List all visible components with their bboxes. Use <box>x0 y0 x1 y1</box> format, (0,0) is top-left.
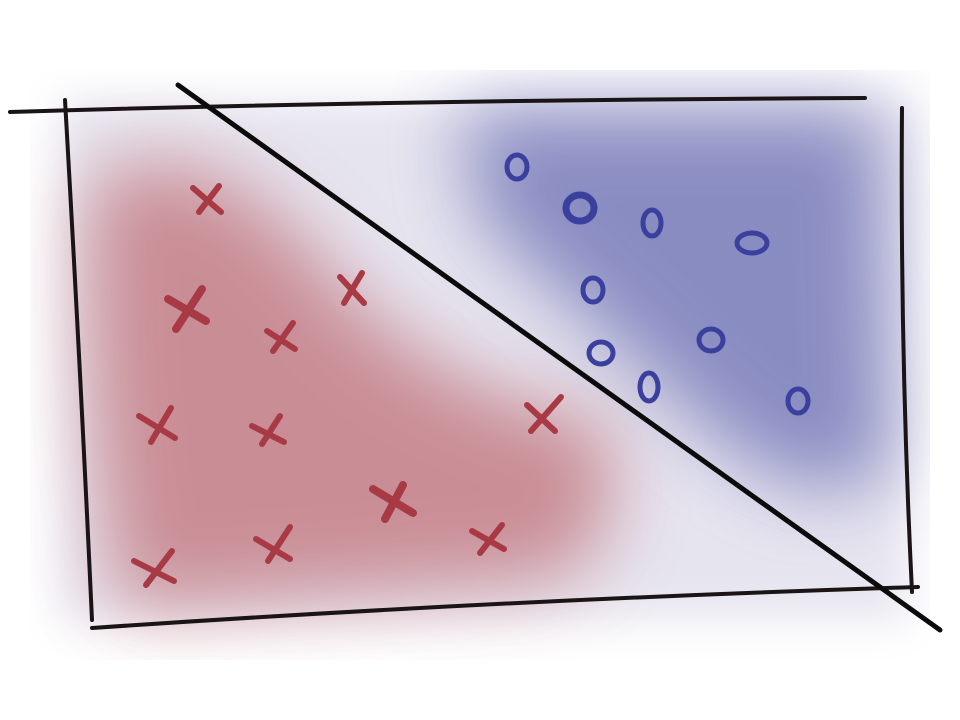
frame-left <box>63 98 94 622</box>
x-mark <box>524 394 564 434</box>
x-marks <box>131 183 564 588</box>
red-region <box>88 162 614 610</box>
x-mark <box>369 481 417 523</box>
x-mark <box>249 413 287 447</box>
x-mark <box>131 548 177 588</box>
o-mark <box>562 191 598 225</box>
o-mark <box>640 207 664 239</box>
frame <box>8 96 920 630</box>
frame-top <box>8 96 867 114</box>
x-mark <box>337 270 367 306</box>
frame-right <box>899 106 914 594</box>
o-mark <box>696 326 726 354</box>
o-mark <box>785 386 811 416</box>
o-mark <box>504 152 530 182</box>
x-mark <box>469 522 507 556</box>
x-mark <box>136 405 178 445</box>
x-mark <box>253 524 293 564</box>
frame-bottom <box>90 585 920 630</box>
decision-line <box>175 82 943 633</box>
o-marks <box>504 152 811 416</box>
o-mark <box>580 275 606 305</box>
x-mark <box>190 183 224 215</box>
background-wash <box>60 100 910 620</box>
o-mark <box>637 370 661 404</box>
x-mark <box>264 320 298 354</box>
o-mark <box>586 339 616 367</box>
o-mark <box>734 230 770 256</box>
x-mark <box>164 285 210 333</box>
